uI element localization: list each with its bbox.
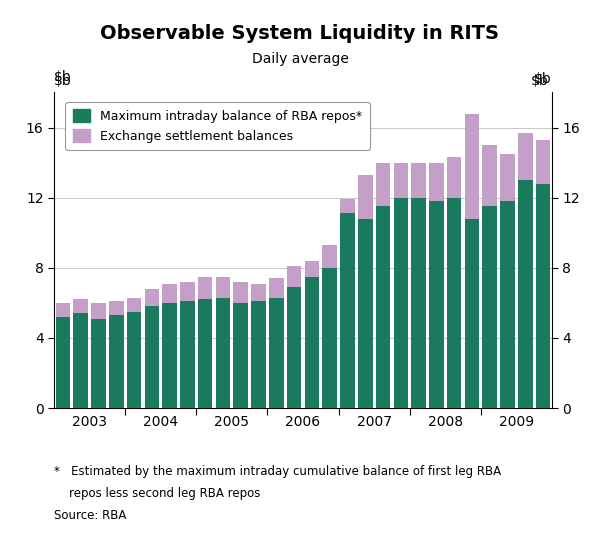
Bar <box>251 301 266 408</box>
Text: repos less second leg RBA repos: repos less second leg RBA repos <box>54 487 260 500</box>
Bar <box>233 282 248 303</box>
Text: Daily average: Daily average <box>251 52 349 66</box>
Bar <box>305 276 319 408</box>
Text: $b: $b <box>531 74 549 88</box>
Bar <box>500 154 515 201</box>
Bar <box>447 157 461 197</box>
Bar <box>305 261 319 276</box>
Bar <box>518 133 533 180</box>
Bar <box>215 298 230 408</box>
Bar <box>447 197 461 408</box>
Bar <box>269 298 284 408</box>
Text: $b: $b <box>54 74 72 88</box>
Bar <box>198 299 212 408</box>
Bar <box>376 206 391 408</box>
Bar <box>500 201 515 408</box>
Text: Observable System Liquidity in RITS: Observable System Liquidity in RITS <box>101 24 499 44</box>
Bar <box>163 303 177 408</box>
Text: $b: $b <box>534 72 552 86</box>
Bar <box>358 219 373 408</box>
Bar <box>536 140 550 184</box>
Bar <box>340 213 355 408</box>
Bar <box>73 313 88 408</box>
Bar <box>215 276 230 298</box>
Bar <box>412 197 426 408</box>
Legend: Maximum intraday balance of RBA repos*, Exchange settlement balances: Maximum intraday balance of RBA repos*, … <box>65 102 370 150</box>
Bar <box>412 163 426 197</box>
Bar <box>464 114 479 219</box>
Bar <box>73 299 88 313</box>
Bar <box>429 201 443 408</box>
Bar <box>198 276 212 299</box>
Bar <box>127 298 142 312</box>
Bar <box>536 184 550 408</box>
Bar <box>163 283 177 303</box>
Bar <box>464 219 479 408</box>
Bar <box>394 197 408 408</box>
Bar <box>251 283 266 301</box>
Bar <box>322 268 337 408</box>
Bar <box>109 301 124 315</box>
Bar <box>340 200 355 213</box>
Bar <box>429 163 443 201</box>
Bar <box>287 287 301 408</box>
Bar <box>358 175 373 219</box>
Bar <box>127 312 142 408</box>
Bar <box>91 319 106 408</box>
Text: $b: $b <box>54 70 72 84</box>
Bar <box>56 317 70 408</box>
Bar <box>269 279 284 298</box>
Text: Source: RBA: Source: RBA <box>54 509 127 522</box>
Bar <box>180 282 194 301</box>
Bar <box>482 145 497 206</box>
Bar <box>287 266 301 287</box>
Bar <box>394 163 408 197</box>
Bar <box>109 315 124 408</box>
Bar <box>180 301 194 408</box>
Bar <box>145 289 159 306</box>
Bar <box>322 245 337 268</box>
Bar <box>376 163 391 206</box>
Bar <box>518 180 533 408</box>
Text: *   Estimated by the maximum intraday cumulative balance of first leg RBA: * Estimated by the maximum intraday cumu… <box>54 465 501 478</box>
Bar <box>91 303 106 319</box>
Bar <box>56 303 70 317</box>
Bar <box>145 306 159 408</box>
Bar <box>233 303 248 408</box>
Bar <box>482 206 497 408</box>
